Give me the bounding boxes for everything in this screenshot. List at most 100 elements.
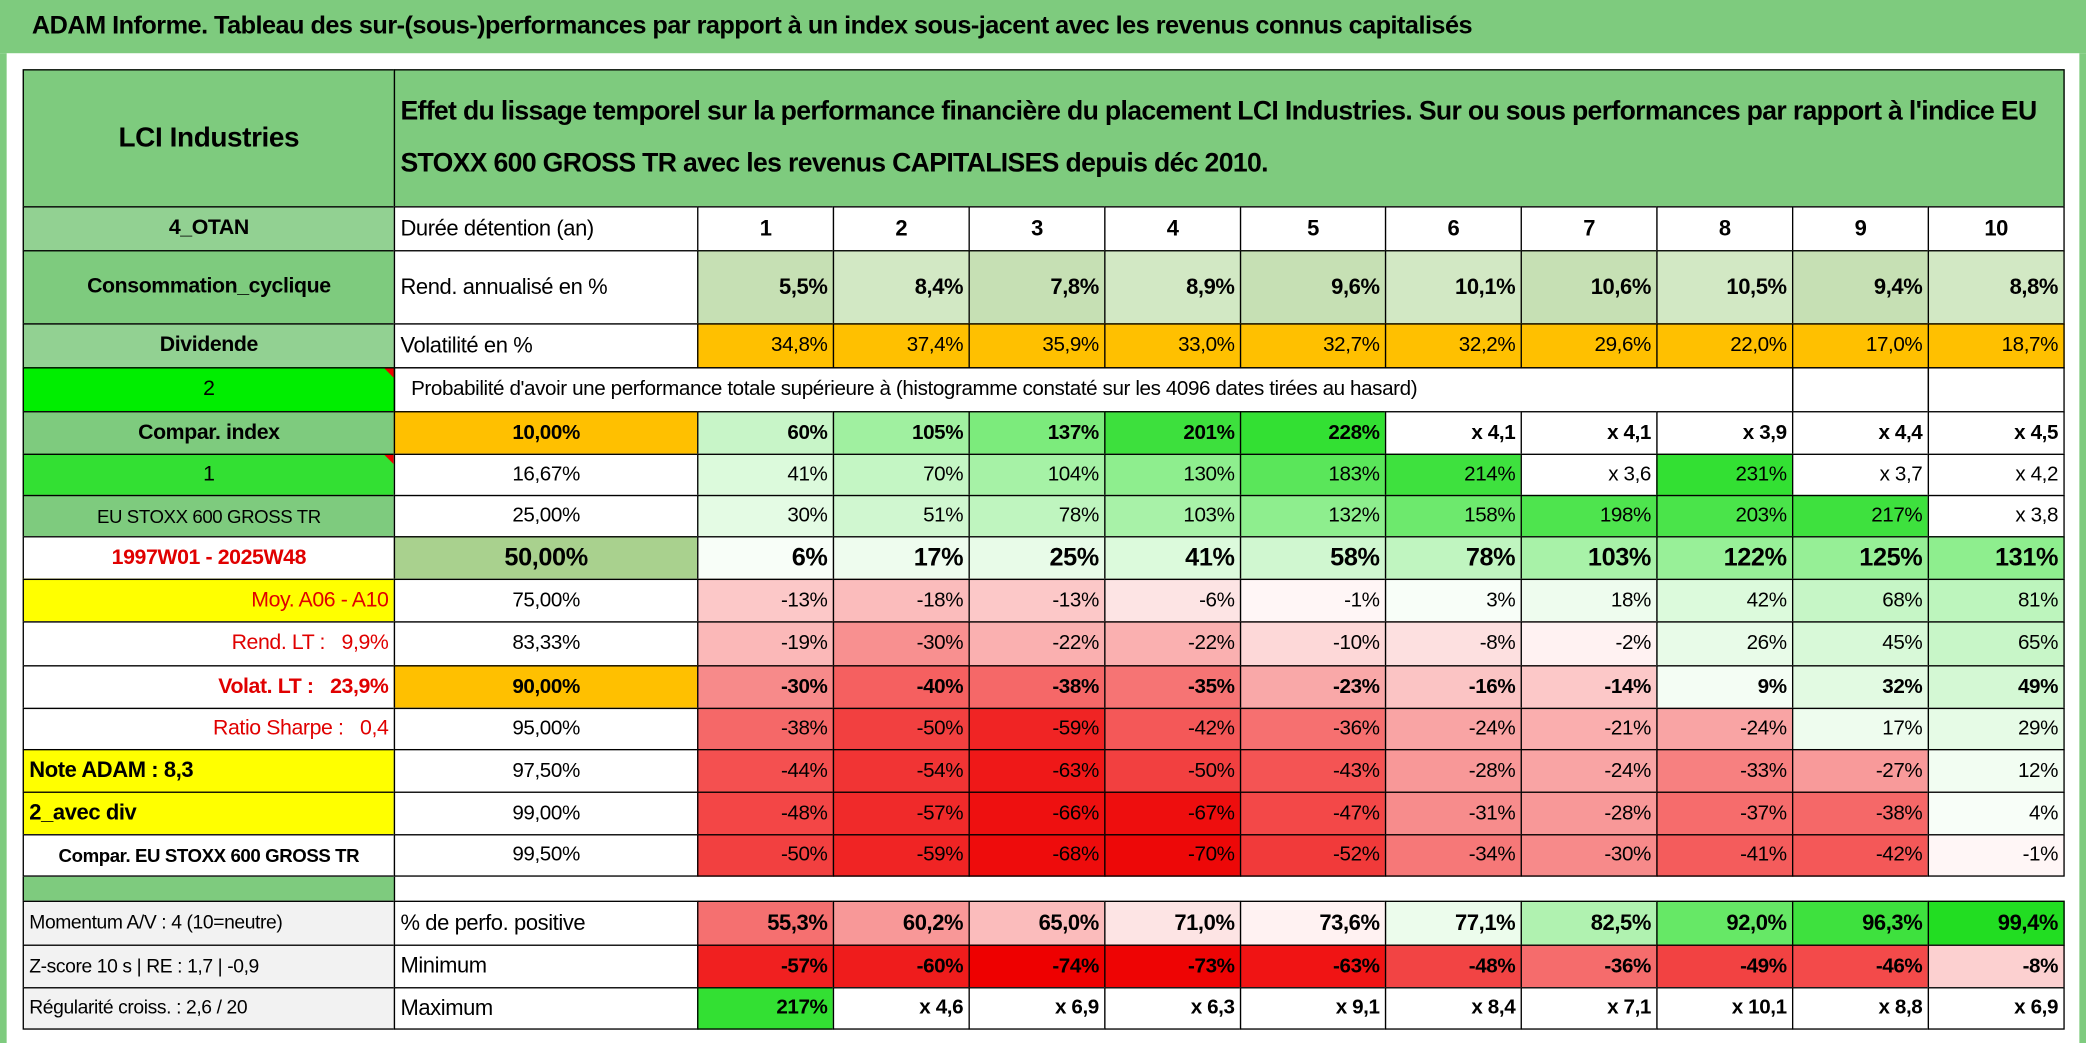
row-label: 16,67% — [393, 453, 699, 497]
cell: -24% — [1656, 707, 1794, 751]
row-label: 25,00% — [393, 494, 699, 538]
cell: -2% — [1520, 621, 1658, 667]
cell: -44% — [697, 748, 835, 793]
description: Effet du lissage temporel sur la perform… — [393, 69, 2065, 208]
spacer — [22, 874, 396, 902]
cell: 131% — [1927, 536, 2065, 581]
company-name: LCI Industries — [22, 69, 396, 208]
cell: 65,0% — [968, 900, 1106, 946]
cell: 104% — [968, 453, 1106, 497]
row-side-label: Momentum A/V : 4 (10=neutre) — [22, 900, 396, 946]
cell: -1% — [1239, 578, 1387, 623]
cell: 34,8% — [697, 323, 835, 369]
cell: -74% — [968, 944, 1106, 989]
cell: 60% — [697, 411, 835, 455]
cell: 198% — [1520, 494, 1658, 538]
cell: 68% — [1791, 578, 1930, 623]
cell: -50% — [697, 834, 835, 877]
row-label: 95,00% — [393, 707, 699, 751]
cell: 3% — [1384, 578, 1522, 623]
cell: -43% — [1239, 748, 1387, 793]
row-side-label: EU STOXX 600 GROSS TR — [22, 494, 396, 538]
cell: -18% — [832, 578, 970, 623]
cell: 217% — [1791, 494, 1930, 538]
cell: 18% — [1520, 578, 1658, 623]
cell: 70% — [832, 453, 970, 497]
frame — [2079, 53, 2086, 1044]
cell: 29% — [1927, 707, 2065, 751]
cell: 18,7% — [1927, 323, 2065, 369]
cell: 17% — [1791, 707, 1930, 751]
cell: -63% — [968, 748, 1106, 793]
cell: 137% — [968, 411, 1106, 455]
cell: -35% — [1104, 665, 1242, 710]
cell: 122% — [1656, 536, 1794, 581]
cell: 32,7% — [1239, 323, 1387, 369]
row-side-label: Volat. LT : 23,9% — [22, 665, 396, 710]
cell: x 6,9 — [1927, 987, 2065, 1030]
cell: -46% — [1791, 944, 1930, 989]
cell: 78% — [1384, 536, 1522, 581]
cell: -13% — [968, 578, 1106, 623]
cell: 130% — [1104, 453, 1242, 497]
row-label: Maximum — [393, 987, 699, 1030]
row-side-label: Dividende — [22, 323, 396, 369]
cell: 41% — [697, 453, 835, 497]
cell: 22,0% — [1656, 323, 1794, 369]
cell: 6% — [697, 536, 835, 581]
row-label: 75,00% — [393, 578, 699, 623]
cell: -42% — [1791, 834, 1930, 877]
cell: -1% — [1927, 834, 2065, 877]
row-label: 83,33% — [393, 621, 699, 667]
cell: 7,8% — [968, 250, 1106, 325]
cell: 4 — [1104, 206, 1242, 252]
cell: -49% — [1656, 944, 1794, 989]
cell: 82,5% — [1520, 900, 1658, 946]
cell: x 6,9 — [968, 987, 1106, 1030]
cell: 96,3% — [1791, 900, 1930, 946]
cell: -21% — [1520, 707, 1658, 751]
cell: -60% — [832, 944, 970, 989]
cell: -24% — [1384, 707, 1522, 751]
cell: -47% — [1239, 791, 1387, 836]
cell: 49% — [1927, 665, 2065, 710]
row-side-label: Compar. index — [22, 411, 396, 455]
cell: x 6,3 — [1104, 987, 1242, 1030]
cell: 55,3% — [697, 900, 835, 946]
cell: 81% — [1927, 578, 2065, 623]
cell: 33,0% — [1104, 323, 1242, 369]
cell: 8,4% — [832, 250, 970, 325]
cell: -59% — [832, 834, 970, 877]
cell: -73% — [1104, 944, 1242, 989]
cell: -42% — [1104, 707, 1242, 751]
cell: -52% — [1239, 834, 1387, 877]
cell: 30% — [697, 494, 835, 538]
cell: 8,9% — [1104, 250, 1242, 325]
cell: -8% — [1927, 944, 2065, 989]
cell: -34% — [1384, 834, 1522, 877]
cell: x 3,9 — [1656, 411, 1794, 455]
cell: x 8,8 — [1791, 987, 1930, 1030]
cell: 201% — [1104, 411, 1242, 455]
cell: 9,6% — [1239, 250, 1387, 325]
row-label: 97,50% — [393, 748, 699, 793]
cell: 60,2% — [832, 900, 970, 946]
row-side-label: 1 — [22, 453, 396, 497]
cell: 65% — [1927, 621, 2065, 667]
cell: -28% — [1520, 791, 1658, 836]
cell: 8 — [1656, 206, 1794, 252]
cell: x 3,7 — [1791, 453, 1930, 497]
cell: 103% — [1520, 536, 1658, 581]
row-label: % de perfo. positive — [393, 900, 699, 946]
row-side-label: Z-score 10 s | RE : 1,7 | -0,9 — [22, 944, 396, 989]
cell: -48% — [697, 791, 835, 836]
cell: 78% — [968, 494, 1106, 538]
cell: 12% — [1927, 748, 2065, 793]
row-label: Rend. annualisé en % — [393, 250, 699, 325]
cell: x 10,1 — [1656, 987, 1794, 1030]
cell: 92,0% — [1656, 900, 1794, 946]
row-label: Durée détention (an) — [393, 206, 699, 252]
cell: 58% — [1239, 536, 1387, 581]
cell: -50% — [1104, 748, 1242, 793]
